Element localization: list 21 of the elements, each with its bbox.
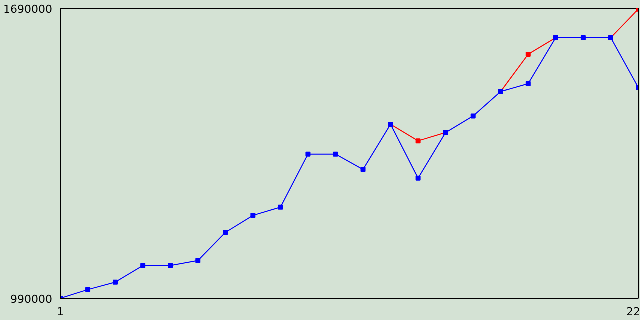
point — [416, 176, 421, 181]
point — [278, 204, 284, 210]
point — [416, 138, 421, 144]
point — [168, 263, 174, 268]
point — [526, 52, 531, 57]
point — [223, 230, 228, 236]
point — [250, 213, 256, 218]
point — [580, 35, 586, 40]
point — [526, 81, 531, 86]
x-tick-label: 22 — [626, 306, 640, 318]
point — [196, 258, 201, 264]
point — [333, 152, 338, 157]
point — [470, 114, 476, 119]
y-tick-label: 1690000 — [4, 3, 53, 16]
point — [360, 167, 366, 172]
y-tick-label: 990000 — [10, 293, 53, 306]
point — [140, 263, 146, 268]
x-tick-label: 1 — [57, 306, 64, 318]
point — [113, 280, 118, 285]
point — [86, 287, 91, 292]
point — [306, 152, 311, 157]
